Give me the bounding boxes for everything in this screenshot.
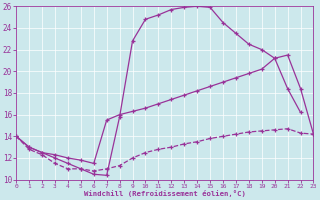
X-axis label: Windchill (Refroidissement éolien,°C): Windchill (Refroidissement éolien,°C) [84, 190, 246, 197]
